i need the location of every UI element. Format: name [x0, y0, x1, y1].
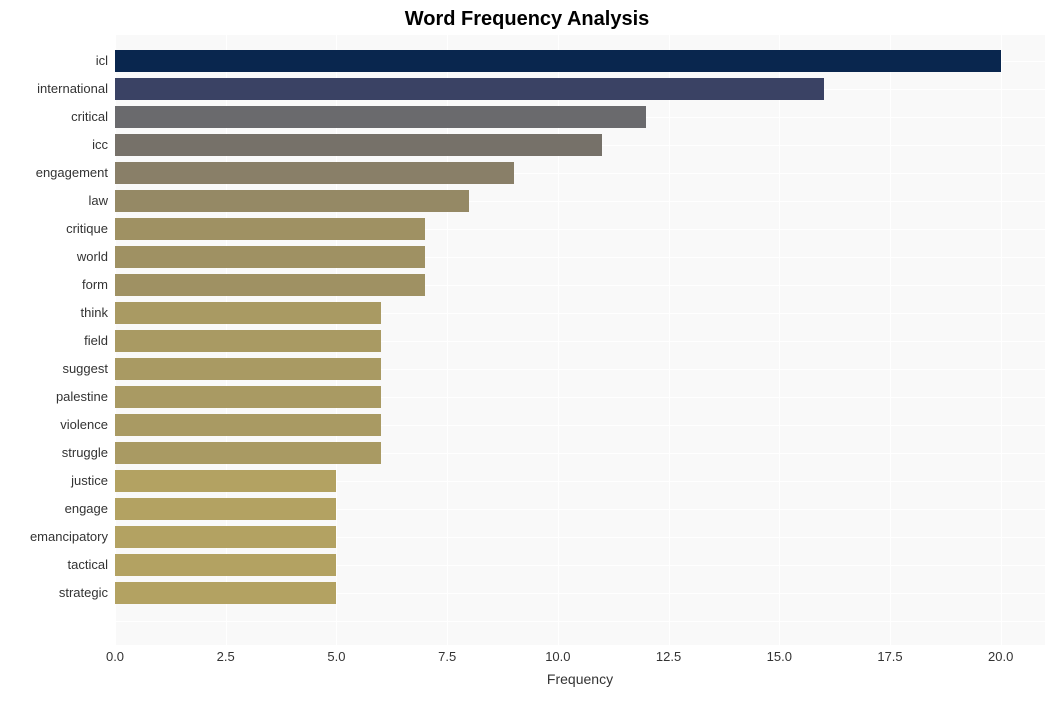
x-tick-label: 12.5 [656, 649, 681, 664]
y-tick-label: violence [0, 414, 108, 436]
bar [115, 134, 602, 156]
x-tick-label: 0.0 [106, 649, 124, 664]
y-tick-label: critique [0, 218, 108, 240]
y-tick-label: field [0, 330, 108, 352]
bar [115, 106, 646, 128]
bar [115, 498, 336, 520]
gridline-v [890, 35, 891, 645]
bar [115, 162, 514, 184]
y-tick-label: international [0, 78, 108, 100]
bar [115, 526, 336, 548]
y-tick-label: law [0, 190, 108, 212]
x-tick-label: 7.5 [438, 649, 456, 664]
x-tick-label: 2.5 [217, 649, 235, 664]
bar [115, 330, 381, 352]
x-tick-label: 5.0 [327, 649, 345, 664]
gridline-v [1001, 35, 1002, 645]
bar [115, 246, 425, 268]
y-tick-label: emancipatory [0, 526, 108, 548]
y-tick-label: form [0, 274, 108, 296]
bar [115, 386, 381, 408]
y-tick-label: tactical [0, 554, 108, 576]
x-tick-label: 15.0 [767, 649, 792, 664]
chart-container: Word Frequency Analysis Frequency 0.02.5… [0, 0, 1054, 701]
y-tick-label: icl [0, 50, 108, 72]
bar [115, 218, 425, 240]
bar [115, 470, 336, 492]
x-tick-label: 17.5 [877, 649, 902, 664]
y-tick-label: think [0, 302, 108, 324]
plot-area: Frequency 0.02.55.07.510.012.515.017.520… [115, 35, 1045, 645]
bar [115, 414, 381, 436]
bar [115, 442, 381, 464]
x-tick-label: 20.0 [988, 649, 1013, 664]
bar [115, 358, 381, 380]
bar [115, 50, 1001, 72]
y-tick-label: palestine [0, 386, 108, 408]
bar [115, 274, 425, 296]
y-tick-label: engagement [0, 162, 108, 184]
bar [115, 190, 469, 212]
gridline-v [779, 35, 780, 645]
y-tick-label: engage [0, 498, 108, 520]
bar [115, 78, 824, 100]
bar [115, 554, 336, 576]
gridline-h [115, 621, 1045, 622]
y-tick-label: strategic [0, 582, 108, 604]
y-tick-label: struggle [0, 442, 108, 464]
y-tick-label: icc [0, 134, 108, 156]
y-tick-label: world [0, 246, 108, 268]
x-tick-label: 10.0 [545, 649, 570, 664]
x-axis-label: Frequency [115, 671, 1045, 687]
y-tick-label: critical [0, 106, 108, 128]
gridline-v [669, 35, 670, 645]
bar [115, 302, 381, 324]
y-tick-label: suggest [0, 358, 108, 380]
chart-title: Word Frequency Analysis [0, 8, 1054, 31]
y-tick-label: justice [0, 470, 108, 492]
bar [115, 582, 336, 604]
